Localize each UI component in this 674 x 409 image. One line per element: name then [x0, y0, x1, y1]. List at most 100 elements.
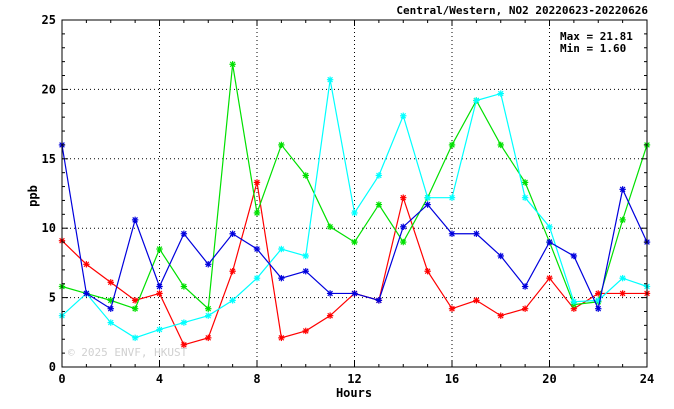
data-point — [619, 186, 626, 193]
data-point — [497, 312, 504, 319]
data-point — [448, 230, 456, 237]
data-point — [400, 194, 407, 201]
y-tick-label: 5 — [49, 291, 56, 305]
data-point — [448, 305, 456, 312]
data-point — [473, 297, 480, 304]
watermark: © 2025 ENVF, HKUST — [68, 346, 188, 359]
data-point — [619, 216, 626, 224]
data-point — [253, 274, 261, 282]
data-point — [521, 179, 529, 186]
data-point — [205, 261, 212, 268]
x-tick-label: 16 — [445, 372, 459, 386]
x-tick-label: 0 — [58, 372, 65, 386]
data-point — [278, 274, 285, 282]
y-tick-label: 10 — [42, 221, 56, 235]
data-point — [278, 334, 285, 342]
data-point — [180, 283, 188, 290]
data-point — [107, 319, 114, 326]
gridlines — [62, 20, 647, 367]
data-point — [107, 279, 114, 286]
data-point — [448, 141, 456, 149]
data-point — [375, 201, 383, 208]
series-4 — [58, 141, 651, 312]
data-point — [83, 261, 90, 268]
data-point — [473, 97, 480, 104]
data-point — [521, 283, 529, 290]
data-point — [278, 141, 285, 149]
data-point — [400, 112, 407, 119]
y-tick-label: 25 — [42, 13, 56, 27]
data-point — [424, 201, 431, 208]
data-point — [131, 334, 139, 342]
data-point — [521, 194, 529, 201]
y-tick-label: 0 — [49, 360, 56, 374]
x-tick-label: 24 — [640, 372, 654, 386]
data-point — [229, 230, 236, 237]
data-point — [546, 238, 553, 246]
data-point — [253, 245, 261, 253]
data-point — [497, 90, 504, 97]
data-point — [326, 312, 334, 319]
data-point — [595, 305, 602, 312]
data-point — [131, 305, 139, 312]
x-axis-title: Hours — [336, 386, 372, 400]
y-tick-label: 20 — [42, 82, 56, 96]
data-point — [619, 274, 626, 282]
data-point — [180, 341, 188, 348]
data-point — [180, 319, 188, 326]
data-point — [400, 223, 407, 231]
data-point — [205, 334, 212, 342]
data-point — [302, 268, 309, 275]
data-point — [253, 179, 261, 186]
series-2 — [58, 61, 651, 312]
data-point — [156, 326, 163, 333]
data-point — [156, 245, 163, 253]
data-point — [253, 209, 261, 217]
data-point — [326, 223, 334, 231]
series-3 — [58, 76, 651, 342]
data-point — [326, 76, 334, 83]
chart-title: Central/Western, NO2 20220623-20220626 — [396, 4, 648, 17]
data-point — [351, 290, 358, 297]
data-point — [375, 172, 383, 179]
data-point — [131, 297, 139, 304]
y-tick-label: 15 — [42, 152, 56, 166]
data-point — [424, 194, 431, 201]
data-point — [424, 268, 431, 275]
x-tick-label: 12 — [347, 372, 361, 386]
data-point — [619, 290, 626, 297]
data-point — [546, 223, 553, 231]
data-point — [229, 297, 236, 304]
y-axis-title: ppb — [26, 185, 40, 207]
data-point — [497, 252, 504, 260]
data-point — [546, 274, 553, 282]
data-point — [107, 305, 114, 312]
data-point — [302, 252, 309, 260]
data-point — [302, 172, 309, 179]
data-point — [302, 327, 309, 335]
min-label: Min = 1.60 — [560, 42, 626, 55]
data-point — [83, 290, 90, 297]
axis-ticks: 0 4 8 12 16 20 24 0 5 10 15 20 25 — [42, 13, 655, 386]
data-point — [448, 194, 456, 201]
data-point — [351, 209, 358, 217]
x-tick-label: 4 — [156, 372, 163, 386]
data-point — [351, 238, 358, 246]
data-point — [570, 298, 578, 305]
data-point — [375, 297, 383, 304]
data-point — [326, 290, 334, 297]
data-point — [205, 305, 212, 312]
data-point — [278, 245, 285, 253]
data-point — [229, 268, 236, 275]
data-point — [156, 283, 163, 290]
max-label: Max = 21.81 — [560, 30, 633, 43]
x-tick-label: 20 — [542, 372, 556, 386]
data-point — [180, 230, 188, 237]
data-point — [570, 252, 578, 260]
data-point — [229, 61, 236, 68]
data-point — [473, 230, 480, 237]
x-tick-label: 8 — [253, 372, 260, 386]
data-point — [497, 141, 504, 149]
data-point — [156, 290, 163, 297]
